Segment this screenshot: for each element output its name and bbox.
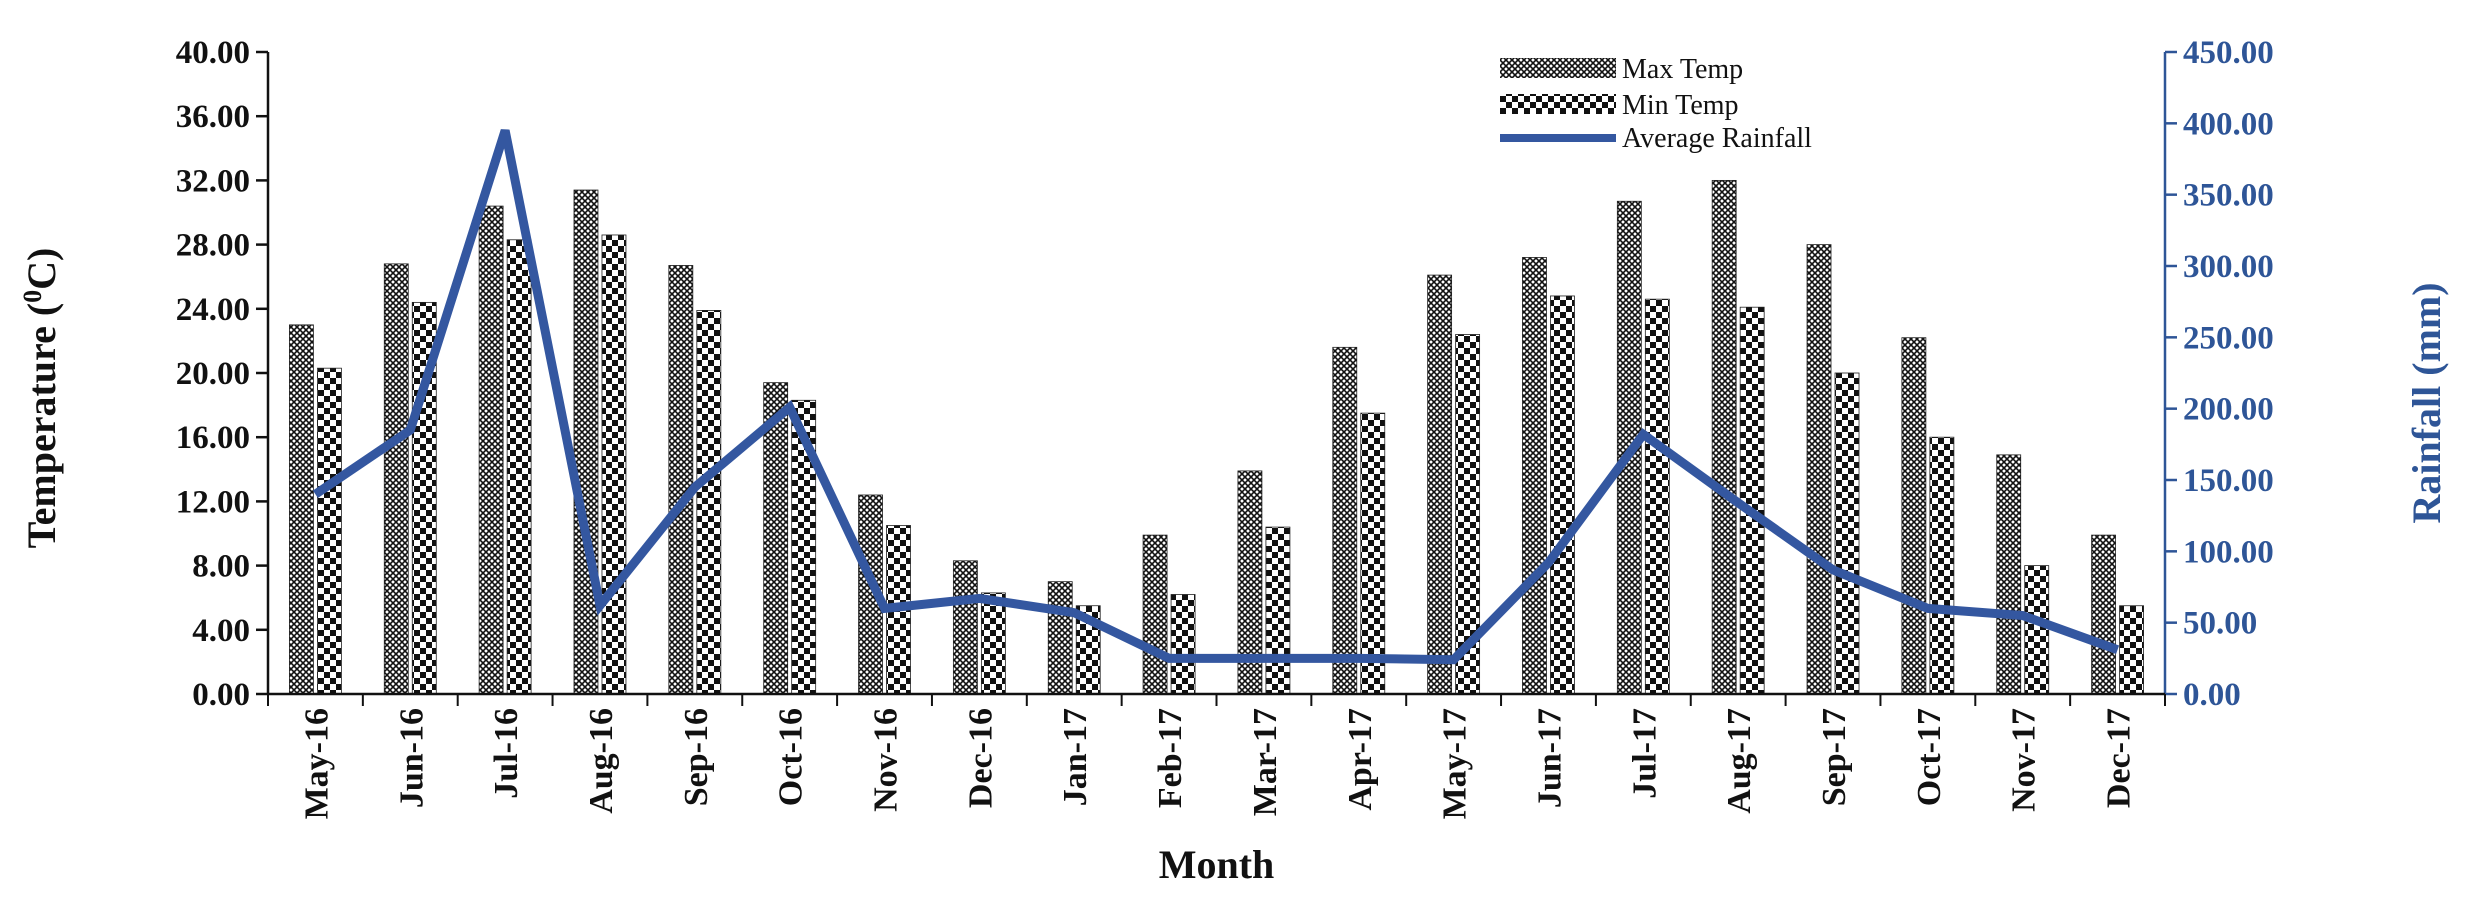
x-axis-tick-label: Mar-17 bbox=[1247, 708, 1284, 816]
right-axis-tick-label: 400.00 bbox=[2183, 106, 2274, 142]
bar-max-temp bbox=[1047, 581, 1073, 695]
right-axis-tick-label: 200.00 bbox=[2183, 392, 2274, 428]
right-axis-tick-label: 300.00 bbox=[2183, 249, 2274, 285]
bar-max-temp bbox=[1806, 244, 1832, 695]
bar-min-temp bbox=[1929, 436, 1955, 695]
bar-max-temp bbox=[1996, 454, 2022, 695]
left-axis-tick-label: 32.00 bbox=[176, 163, 250, 199]
bar-max-temp bbox=[478, 205, 504, 695]
right-axis-tick-label: 350.00 bbox=[2183, 178, 2274, 214]
x-axis-tick-label: Nov-16 bbox=[868, 708, 905, 812]
bar-min-temp bbox=[1265, 526, 1291, 695]
x-axis-tick-label: May-17 bbox=[1437, 708, 1474, 819]
bar-max-temp bbox=[289, 324, 314, 695]
bar-min-temp bbox=[1739, 306, 1765, 695]
bar-max-temp bbox=[383, 263, 409, 695]
bar-min-temp bbox=[1360, 412, 1386, 695]
right-axis-tick-label: 150.00 bbox=[2183, 463, 2274, 499]
left-axis-tick-label: 0.00 bbox=[192, 677, 250, 713]
bar-min-temp bbox=[1644, 298, 1670, 695]
bar-min-temp bbox=[2024, 565, 2050, 695]
left-axis-tick-label: 20.00 bbox=[176, 356, 250, 392]
bar-min-temp bbox=[696, 310, 722, 695]
bar-min-temp bbox=[1834, 372, 1860, 695]
bar-max-temp bbox=[763, 382, 789, 695]
bar-min-temp bbox=[1550, 295, 1575, 695]
x-axis-tick-label: Aug-17 bbox=[1721, 708, 1758, 814]
x-axis-tick-label: Apr-17 bbox=[1342, 708, 1379, 811]
legend-label-rainfall: Average Rainfall bbox=[1622, 123, 1812, 154]
x-axis-tick-label: Feb-17 bbox=[1152, 708, 1189, 808]
right-axis-tick-label: 250.00 bbox=[2183, 320, 2274, 356]
bar-max-temp bbox=[1901, 337, 1927, 695]
right-axis-tick-label: 450.00 bbox=[2183, 35, 2274, 71]
bar-max-temp bbox=[668, 265, 694, 695]
right-axis-title: Rainfall (mm) bbox=[2404, 282, 2449, 523]
x-axis-tick-label: Jul-16 bbox=[488, 708, 525, 799]
left-axis-tick-label: 12.00 bbox=[176, 484, 250, 520]
bar-max-temp bbox=[1142, 534, 1168, 695]
left-axis-tick-label: 8.00 bbox=[192, 549, 250, 585]
bar-min-temp bbox=[2119, 605, 2144, 695]
x-axis-tick-label: Sep-17 bbox=[1816, 708, 1853, 806]
x-axis-tick-label: Oct-16 bbox=[773, 708, 810, 806]
legend-swatch-max-temp bbox=[1500, 58, 1616, 78]
left-axis-tick-label: 36.00 bbox=[176, 99, 250, 135]
legend-label-max-temp: Max Temp bbox=[1622, 54, 1743, 85]
bar-min-temp bbox=[317, 367, 342, 695]
x-axis-tick-label: Jul-17 bbox=[1626, 708, 1663, 799]
bar-max-temp bbox=[2091, 534, 2116, 695]
bar-max-temp bbox=[1332, 346, 1358, 695]
x-axis-tick-label: Dec-17 bbox=[2101, 708, 2138, 808]
x-axis-title: Month bbox=[1159, 842, 1275, 887]
x-axis-tick-label: Jun-17 bbox=[1531, 708, 1568, 808]
rainfall-line bbox=[312, 129, 2120, 665]
bar-max-temp bbox=[1427, 274, 1453, 695]
x-axis-tick-label: May-16 bbox=[298, 708, 335, 819]
x-axis-tick-label: Nov-17 bbox=[2006, 708, 2043, 812]
bar-min-temp bbox=[1170, 594, 1196, 695]
x-axis-tick-label: Aug-16 bbox=[583, 708, 620, 814]
left-axis-title-text: Temperature ( bbox=[19, 303, 64, 549]
left-axis-tick-label: 40.00 bbox=[176, 35, 250, 71]
left-axis-tick-label: 4.00 bbox=[192, 613, 250, 649]
legend-swatch-min-temp bbox=[1500, 94, 1616, 114]
left-axis-title-superscript: 0 bbox=[18, 290, 47, 303]
x-axis-tick-label: Jan-17 bbox=[1057, 708, 1094, 806]
left-axis-title-unit: C) bbox=[19, 248, 64, 290]
legend-label-min-temp: Min Temp bbox=[1622, 90, 1739, 121]
bar-max-temp bbox=[1711, 179, 1737, 695]
x-axis-tick-label: Jun-16 bbox=[393, 708, 430, 808]
bar-min-temp bbox=[980, 592, 1006, 695]
right-axis-tick-label: 0.00 bbox=[2183, 677, 2241, 713]
left-axis-tick-label: 16.00 bbox=[176, 420, 250, 456]
x-axis-tick-label: Sep-16 bbox=[678, 708, 715, 806]
bar-max-temp bbox=[573, 189, 599, 695]
bar-max-temp bbox=[1522, 257, 1547, 695]
left-axis-title: Temperature (0C) bbox=[18, 248, 64, 549]
left-axis-tick-label: 24.00 bbox=[176, 292, 250, 328]
x-axis-tick-label: Oct-17 bbox=[1911, 708, 1948, 806]
x-axis-tick-label: Dec-16 bbox=[962, 708, 999, 808]
right-axis-tick-label: 100.00 bbox=[2183, 534, 2274, 570]
bar-min-temp bbox=[601, 234, 627, 695]
bar-max-temp bbox=[952, 560, 978, 695]
right-axis-tick-label: 50.00 bbox=[2183, 606, 2257, 642]
left-axis-tick-label: 28.00 bbox=[176, 228, 250, 264]
bar-min-temp bbox=[506, 239, 532, 695]
